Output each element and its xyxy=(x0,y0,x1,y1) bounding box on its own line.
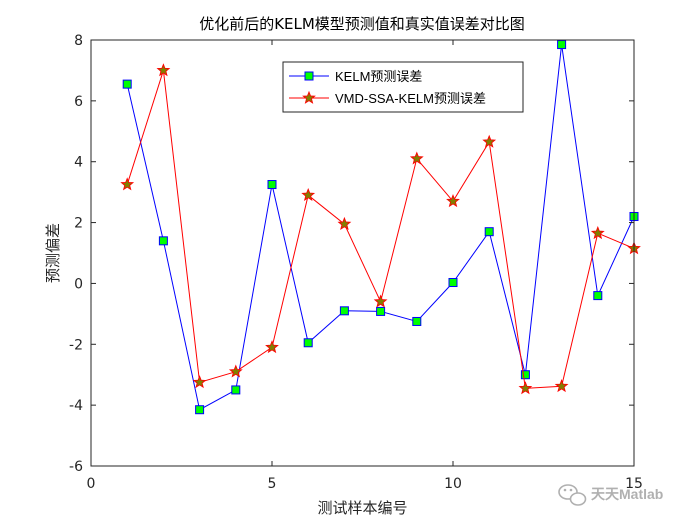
series-2-point xyxy=(554,379,569,393)
chart-title: 优化前后的KELM模型预测值和真实值误差对比图 xyxy=(199,15,525,33)
y-tick-label: 0 xyxy=(74,276,83,292)
series-2-point xyxy=(120,177,135,191)
series-1-point xyxy=(195,405,205,415)
series-2-point xyxy=(337,216,352,230)
series-2-point xyxy=(265,340,279,354)
series-2-point xyxy=(156,63,171,77)
y-axis-title: 预测偏差 xyxy=(44,223,62,283)
series-2-point xyxy=(373,294,388,308)
y-tick-label: 2 xyxy=(74,216,83,232)
legend-marker xyxy=(304,71,314,81)
legend-label: KELM预测误差 xyxy=(335,69,422,84)
x-tick-label: 15 xyxy=(625,476,643,492)
series-1-point xyxy=(122,79,132,89)
series-2-point xyxy=(301,187,316,202)
axes-box xyxy=(90,39,635,467)
legend-marker xyxy=(302,90,316,104)
legend-label: VMD-SSA-KELM预测误差 xyxy=(335,91,486,106)
series-2-point xyxy=(590,225,605,240)
series-1-point xyxy=(520,370,530,380)
series-1-point xyxy=(557,40,567,50)
y-tick-label: -6 xyxy=(69,459,83,475)
series-1-point xyxy=(448,278,458,288)
series-2-point xyxy=(482,134,497,148)
y-tick-label: 6 xyxy=(74,94,83,110)
x-axis-title: 测试样本编号 xyxy=(317,499,407,517)
series-1-point xyxy=(593,291,603,301)
legend-box xyxy=(282,61,524,113)
series-1-point xyxy=(267,180,277,190)
series-2-point xyxy=(228,364,243,378)
x-tick-label: 5 xyxy=(268,476,277,492)
series-2-point xyxy=(409,151,424,165)
y-tick-label: 8 xyxy=(74,33,83,49)
series-1-point xyxy=(303,338,313,348)
legend: KELM预测误差 VMD-SSA-KELM预测误差 xyxy=(282,61,524,113)
series-1-point xyxy=(339,306,349,316)
watermark-text: 天天Matlab xyxy=(591,486,663,502)
y-tick-label: -2 xyxy=(69,337,83,353)
y-tick-label: 4 xyxy=(74,155,83,171)
x-tick-label: 10 xyxy=(444,476,462,492)
series-2-point xyxy=(518,381,533,395)
series-1-point xyxy=(484,227,494,237)
wechat-icon xyxy=(558,484,587,506)
series-2 xyxy=(120,63,641,395)
series-1-point xyxy=(412,316,422,326)
axes-layer: 0 5 10 15 -6 -4 -2 0 2 4 6 8 xyxy=(69,33,643,492)
series-2-point xyxy=(446,194,460,208)
series-1-point xyxy=(231,385,241,395)
series-2-point xyxy=(192,375,207,389)
watermark: 天天Matlab xyxy=(558,484,663,506)
x-tick-label: 0 xyxy=(87,476,96,492)
y-tick-label: -4 xyxy=(69,398,83,414)
series-1-point xyxy=(158,236,168,246)
series-1-point xyxy=(376,306,386,316)
